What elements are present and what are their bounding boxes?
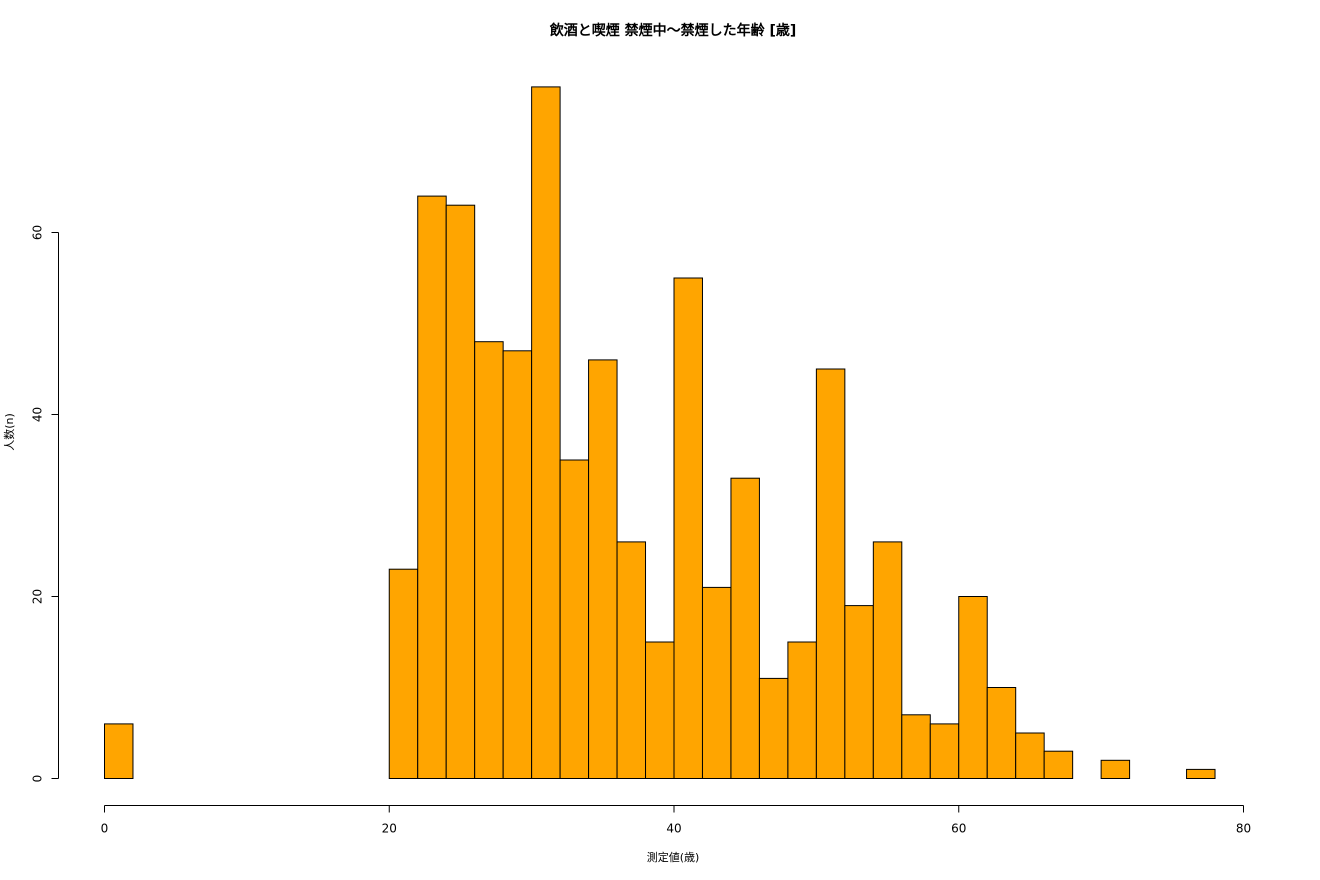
histogram-bar [958,596,988,779]
histogram-bar [588,359,618,779]
histogram-bar [417,195,447,780]
histogram-bar [986,687,1017,779]
y-tick-label: 20 [31,589,45,604]
y-axis-label: 人数(n) [3,413,16,451]
histogram-bar [645,641,675,779]
histogram-bar [104,723,134,780]
y-tick-label: 40 [31,407,45,422]
histogram-bar [531,86,561,779]
histogram-bar [815,368,846,779]
histogram-bar [388,568,419,780]
histogram-bar [502,350,533,779]
x-axis: 0 20 40 60 80 [101,805,1251,836]
histogram-bar [559,459,590,779]
y-axis: 0 20 40 60 [31,225,59,782]
histogram-bar [1186,768,1216,780]
histogram-bar [901,714,931,779]
chart-title: 飲酒と喫煙 禁煙中〜禁煙した年齢 [歳] [549,22,797,39]
bars-group [104,86,1216,780]
histogram-bar [730,477,760,779]
histogram-bar [701,586,732,780]
histogram-bar [474,341,504,779]
y-tick-label: 0 [31,775,45,783]
histogram-bar [844,605,874,779]
x-axis-label: 測定値(歳) [647,850,700,864]
histogram-bar [1100,759,1131,779]
histogram-bar [1015,732,1045,779]
histogram-bar [616,541,647,780]
histogram-bar [1043,750,1074,780]
histogram-bar [445,204,476,779]
y-tick-label: 60 [31,225,45,240]
x-tick-label: 20 [382,822,397,836]
x-tick-label: 80 [1236,822,1251,836]
histogram-bar [758,677,789,780]
histogram-bar [929,723,960,780]
histogram-bar [673,277,703,779]
x-tick-label: 60 [951,822,966,836]
x-tick-label: 0 [101,822,109,836]
x-tick-label: 40 [666,822,681,836]
histogram-bar [872,541,903,780]
histogram-bar [787,641,817,779]
